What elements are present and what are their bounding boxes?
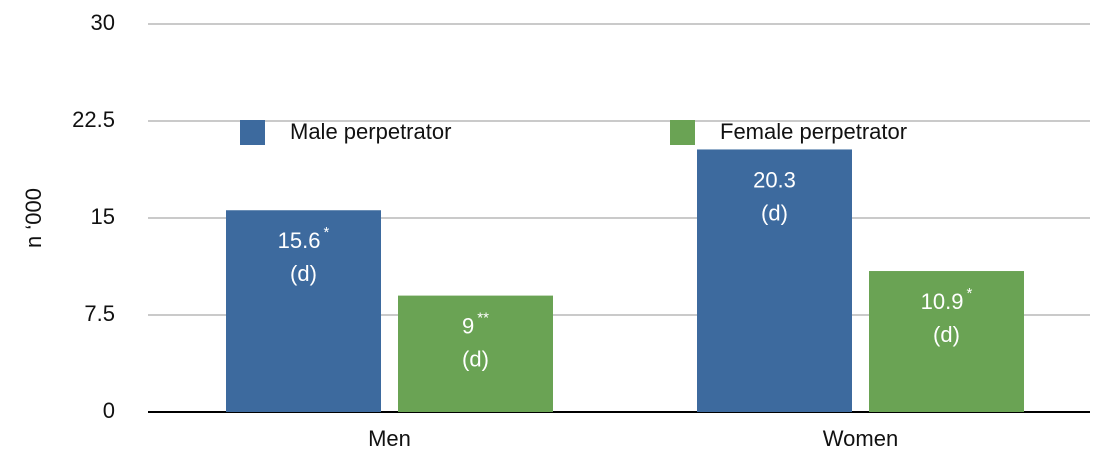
data-label: 15.6 * [278, 224, 330, 253]
y-tick-label: 7.5 [84, 301, 115, 326]
data-value: 9 [462, 313, 474, 338]
x-tick-label: Men [368, 426, 411, 451]
data-label: 20.3 [753, 167, 796, 192]
data-note: (d) [462, 346, 489, 371]
legend-label: Female perpetrator [720, 119, 907, 144]
data-label: 9 ** [462, 310, 489, 339]
significance-marker: * [323, 224, 329, 241]
data-value: 15.6 [278, 228, 321, 253]
significance-marker: * [966, 285, 972, 302]
legend-swatch [670, 120, 695, 145]
bar [398, 295, 553, 412]
y-tick-label: 15 [91, 204, 115, 229]
significance-marker: ** [477, 310, 489, 327]
y-tick-label: 30 [91, 10, 115, 35]
data-note: (d) [761, 200, 788, 225]
data-note: (d) [290, 261, 317, 286]
data-note: (d) [933, 322, 960, 347]
bar [869, 271, 1024, 412]
bar [226, 210, 381, 412]
x-tick-label: Women [823, 426, 898, 451]
legend-label: Male perpetrator [290, 119, 451, 144]
y-tick-label: 22.5 [72, 107, 115, 132]
y-tick-label: 0 [103, 398, 115, 423]
bar [697, 149, 852, 412]
legend-swatch [240, 120, 265, 145]
y-axis-label: n ‘000 [21, 188, 46, 248]
data-label: 10.9 * [921, 285, 973, 314]
data-value: 10.9 [921, 289, 964, 314]
data-value: 20.3 [753, 167, 796, 192]
